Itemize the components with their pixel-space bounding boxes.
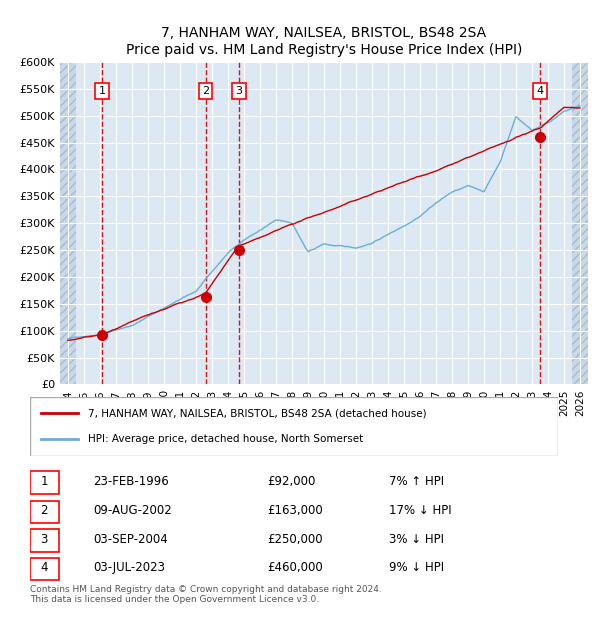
- Text: 23-FEB-1996: 23-FEB-1996: [94, 475, 169, 487]
- Text: 1: 1: [41, 475, 48, 487]
- Text: 3: 3: [41, 533, 48, 546]
- Title: 7, HANHAM WAY, NAILSEA, BRISTOL, BS48 2SA
Price paid vs. HM Land Registry's Hous: 7, HANHAM WAY, NAILSEA, BRISTOL, BS48 2S…: [126, 27, 522, 56]
- FancyBboxPatch shape: [30, 471, 59, 494]
- Text: Contains HM Land Registry data © Crown copyright and database right 2024.
This d: Contains HM Land Registry data © Crown c…: [30, 585, 382, 604]
- Text: £163,000: £163,000: [268, 505, 323, 517]
- Text: 7% ↑ HPI: 7% ↑ HPI: [389, 475, 444, 487]
- Text: £92,000: £92,000: [268, 475, 316, 487]
- Text: 03-SEP-2004: 03-SEP-2004: [94, 533, 168, 546]
- Text: 17% ↓ HPI: 17% ↓ HPI: [389, 505, 452, 517]
- Text: 4: 4: [536, 86, 544, 96]
- Text: 2: 2: [202, 86, 209, 96]
- Bar: [572, 62, 588, 384]
- Bar: [60, 62, 76, 384]
- FancyBboxPatch shape: [30, 397, 558, 456]
- Text: 3: 3: [235, 86, 242, 96]
- Text: £460,000: £460,000: [268, 562, 323, 574]
- Text: 03-JUL-2023: 03-JUL-2023: [94, 562, 166, 574]
- FancyBboxPatch shape: [30, 558, 59, 580]
- Text: 09-AUG-2002: 09-AUG-2002: [94, 505, 172, 517]
- Text: HPI: Average price, detached house, North Somerset: HPI: Average price, detached house, Nort…: [88, 434, 364, 444]
- FancyBboxPatch shape: [30, 501, 59, 523]
- Text: 2: 2: [41, 505, 48, 517]
- Text: 3% ↓ HPI: 3% ↓ HPI: [389, 533, 444, 546]
- Text: 1: 1: [98, 86, 106, 96]
- FancyBboxPatch shape: [30, 529, 59, 552]
- Text: 9% ↓ HPI: 9% ↓ HPI: [389, 562, 444, 574]
- Text: 4: 4: [41, 562, 48, 574]
- Text: £250,000: £250,000: [268, 533, 323, 546]
- Text: 7, HANHAM WAY, NAILSEA, BRISTOL, BS48 2SA (detached house): 7, HANHAM WAY, NAILSEA, BRISTOL, BS48 2S…: [88, 409, 427, 419]
